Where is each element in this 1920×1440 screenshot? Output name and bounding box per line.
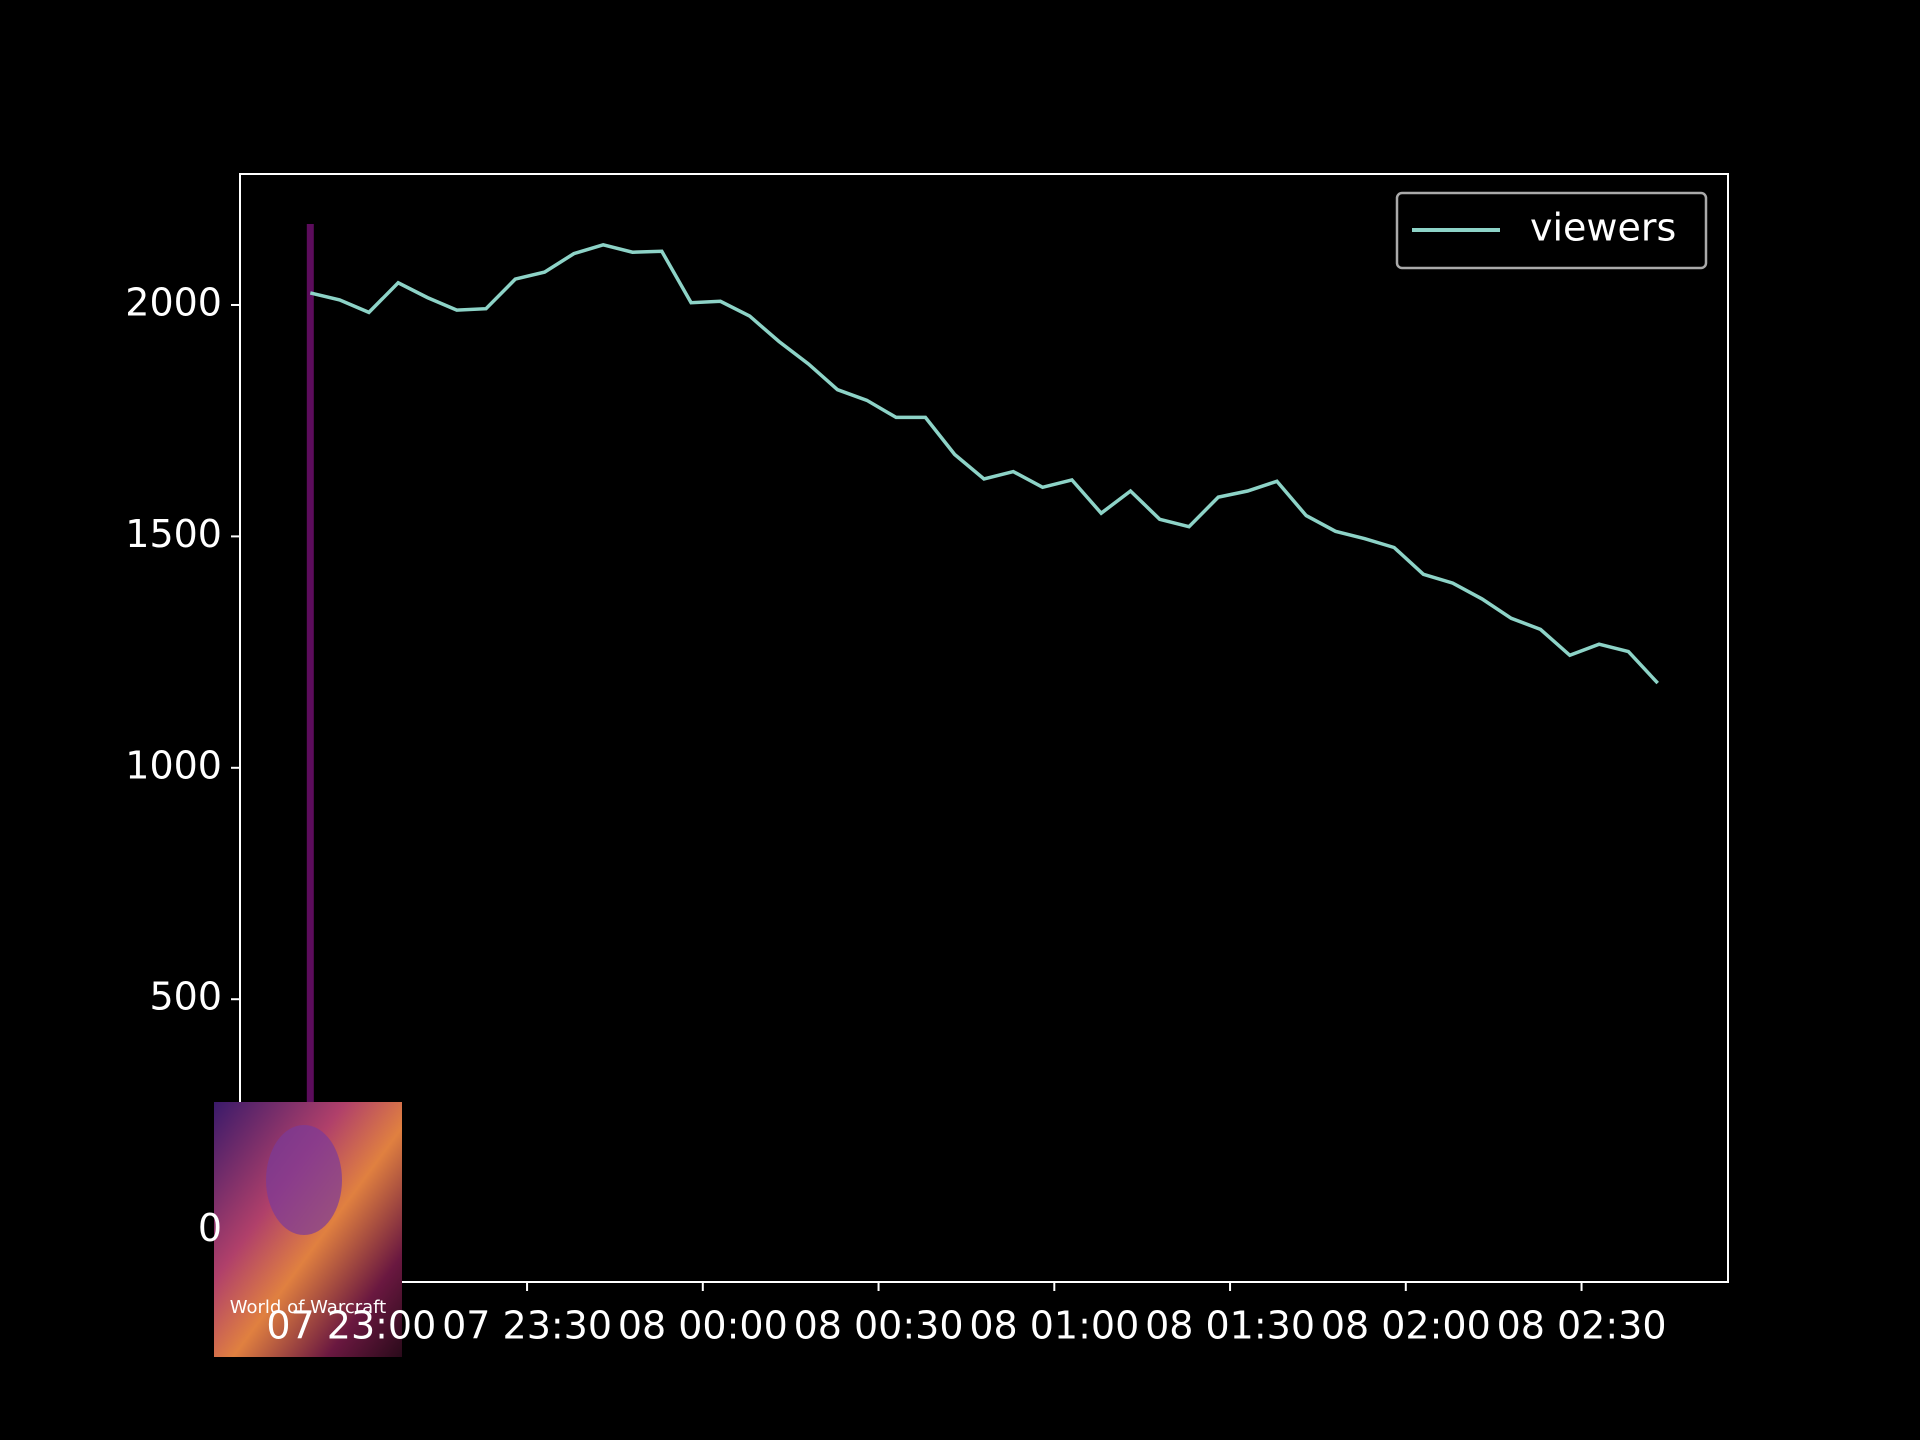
plot-area [231, 223, 1659, 1291]
x-tick-label: 08 02:00 [1321, 1304, 1491, 1348]
y-tick-label: 500 [149, 975, 222, 1019]
x-tick-label: 08 01:30 [1145, 1304, 1315, 1348]
legend-label: viewers [1530, 206, 1676, 250]
legend: viewers [1395, 191, 1708, 270]
x-tick-label: 08 01:00 [969, 1304, 1139, 1348]
cover-image: World of Warcraft [214, 1102, 402, 1357]
x-tick-label: 08 00:30 [794, 1304, 964, 1348]
legend-box [1395, 191, 1708, 270]
plot-frame [239, 173, 1729, 1283]
y-tick-label: 0 [198, 1206, 222, 1250]
annotation: World of Warcraft [230, 1297, 386, 1318]
y-tick-label: 1000 [125, 743, 222, 787]
x-tick-label: 08 00:00 [618, 1304, 788, 1348]
series-line [309, 242, 1659, 685]
x-tick-label: 07 23:00 [266, 1304, 436, 1348]
cover-figure [266, 1125, 342, 1235]
x-tick-label: 08 02:30 [1497, 1304, 1667, 1348]
y-tick-label: 2000 [125, 280, 222, 324]
y-tick-label: 1500 [125, 512, 222, 556]
x-tick-label: 07 23:30 [442, 1304, 612, 1348]
